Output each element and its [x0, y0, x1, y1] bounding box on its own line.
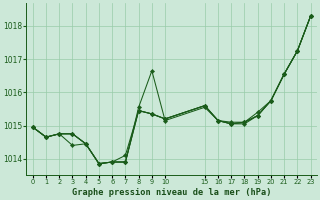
X-axis label: Graphe pression niveau de la mer (hPa): Graphe pression niveau de la mer (hPa) [72, 188, 271, 197]
